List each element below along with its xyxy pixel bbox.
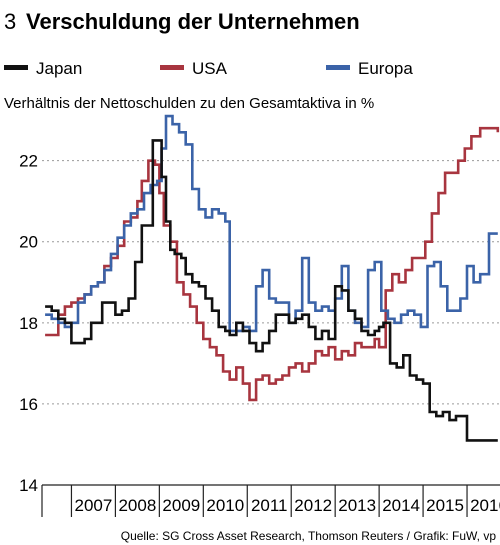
y-tick-label: 18 <box>19 314 38 333</box>
source-note: Quelle: SG Cross Asset Research, Thomson… <box>121 529 497 543</box>
legend-label-japan: Japan <box>36 59 82 78</box>
x-tick-labels: 2007 2008 2009 2010 2011 2012 2013 2014 2015 2016 <box>41 484 500 517</box>
x-tick-label: 2011 <box>251 496 288 515</box>
gridlines <box>42 160 500 486</box>
chart-title: Verschuldung der Unternehmen <box>26 9 360 34</box>
legend-swatch-usa <box>160 65 184 70</box>
series-lines <box>45 114 500 442</box>
x-tick-label: 2015 <box>426 496 464 515</box>
legend-swatch-japan <box>4 65 28 70</box>
series-line-japan <box>45 139 498 442</box>
legend: Japan USA Europa <box>4 59 413 78</box>
legend-label-usa: USA <box>192 59 228 78</box>
y-tick-labels: 14 16 18 20 22 <box>19 152 38 495</box>
x-tick-label: 2009 <box>162 496 200 515</box>
series-line-usa <box>45 126 500 402</box>
y-tick-label: 16 <box>19 395 38 414</box>
x-tick-label: 2007 <box>75 496 113 515</box>
x-tick-label: 2012 <box>294 496 332 515</box>
x-tick-label: 2013 <box>338 496 376 515</box>
y-tick-label: 20 <box>19 233 38 252</box>
x-tick-label: 2008 <box>118 496 156 515</box>
legend-swatch-europa <box>326 65 350 70</box>
x-tick-label: 2010 <box>206 496 244 515</box>
x-tick-label: 2016 <box>470 496 500 515</box>
legend-label-europa: Europa <box>358 59 413 78</box>
y-axis-label: Verhältnis der Nettoschulden zu den Gesa… <box>4 95 374 112</box>
y-tick-label: 22 <box>19 152 38 171</box>
title-number: 3 <box>4 9 16 34</box>
series-line-europa <box>45 114 498 333</box>
y-tick-label: 14 <box>19 476 38 495</box>
x-tick-label: 2014 <box>382 496 420 515</box>
